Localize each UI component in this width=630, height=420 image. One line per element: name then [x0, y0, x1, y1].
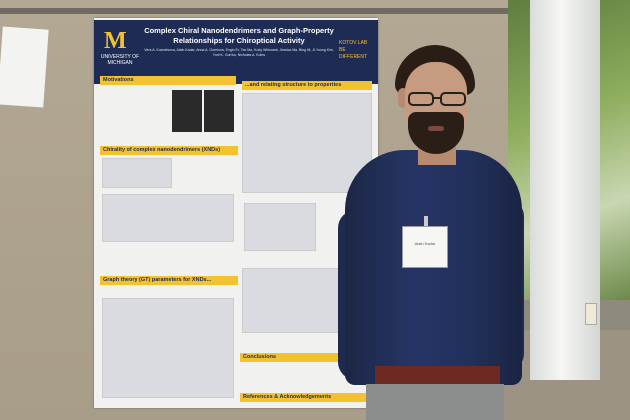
- poster-title: Complex Chiral Nanodendrimers and Graph-…: [144, 26, 334, 45]
- pillar-sign: [585, 303, 597, 325]
- person-ear: [398, 88, 408, 108]
- section-motivations: Motivations: [100, 76, 236, 85]
- university-logo: M: [104, 28, 127, 54]
- poster-header: M UNIVERSITY OF MICHIGAN Complex Chiral …: [94, 20, 378, 84]
- section-chirality: Chirality of complex nanodendrimers (XND…: [100, 146, 238, 155]
- figure-tem: [204, 90, 234, 132]
- figure-graph-workflow: [102, 298, 234, 398]
- glasses-icon: [408, 92, 466, 106]
- figure-structures: [242, 93, 372, 193]
- person-mouth: [428, 126, 444, 131]
- university-name: UNIVERSITY OF MICHIGAN: [100, 54, 140, 66]
- poster-authors: Vera A. Kuznetsova, Alain Kadar, Anna A.…: [144, 48, 334, 57]
- section-relating: ...and relating structure to properties: [242, 81, 372, 90]
- pinned-paper: [0, 26, 49, 108]
- board-frame: [0, 8, 512, 14]
- figure-cd-spectra: [102, 194, 234, 242]
- figure-spectra: [244, 203, 316, 251]
- figure-particles: [102, 158, 172, 188]
- person-pants: [366, 384, 504, 420]
- section-conclusions: Conclusions: [240, 353, 374, 362]
- figure-tem: [172, 90, 202, 132]
- research-poster: M UNIVERSITY OF MICHIGAN Complex Chiral …: [94, 18, 378, 408]
- name-badge: Alain Kadar: [402, 226, 448, 268]
- lab-logo: KOTOV LAB BE DIFFERENT: [339, 40, 368, 60]
- badge-clip: [424, 216, 428, 228]
- section-graph-theory: Graph theory (GT) parameters for XNDs...: [100, 276, 238, 285]
- person-belt: [375, 366, 500, 386]
- section-references: References & Acknowledgements: [240, 393, 374, 402]
